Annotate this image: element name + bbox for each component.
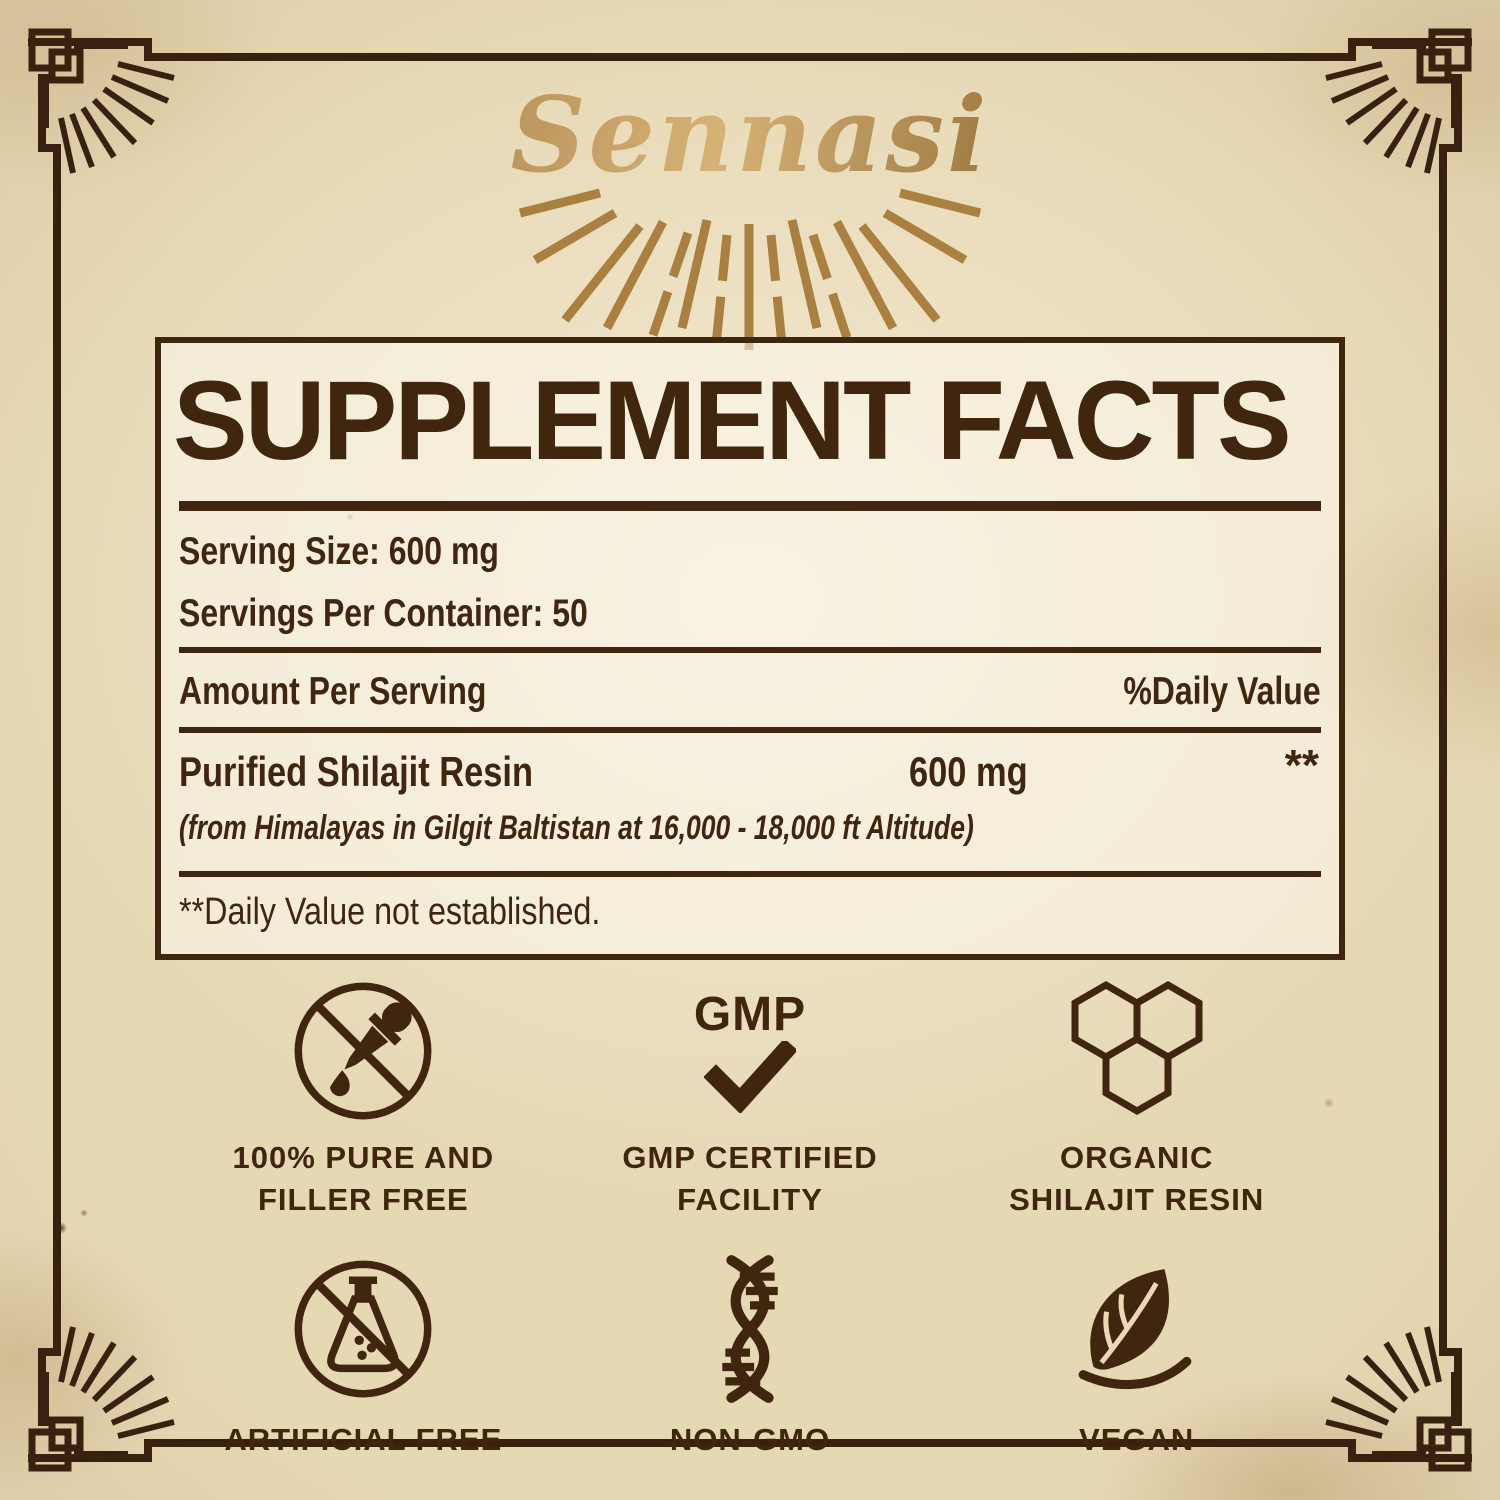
feature-organic-shilajit: ORGANIC SHILAJIT RESIN	[943, 975, 1330, 1221]
serving-size-row: Serving Size: 600 mg	[179, 529, 1321, 575]
divider	[179, 727, 1321, 733]
servings-per-container-text: Servings Per Container: 50	[179, 592, 588, 635]
feature-vegan: VEGAN	[943, 1249, 1330, 1461]
feature-label: NON-GMO	[669, 1422, 831, 1457]
servings-per-container-row: Servings Per Container: 50	[179, 591, 1321, 637]
dna-icon	[698, 1249, 802, 1409]
feature-label: 100% PURE AND FILLER FREE	[232, 1140, 495, 1217]
brand-name: Sennasi	[0, 77, 1500, 192]
ingredient-source-note-row: (from Himalayas in Gilgit Baltistan at 1…	[179, 805, 1321, 851]
ingredient-daily-value: **	[1284, 741, 1319, 790]
sunburst-rays-icon	[518, 188, 982, 350]
ingredient-name: Purified Shilajit Resin	[179, 748, 534, 795]
no-flask-icon	[288, 1249, 438, 1409]
divider	[179, 871, 1321, 877]
column-header-row: Amount Per Serving %Daily Value	[179, 669, 1321, 715]
feature-badges: 100% PURE AND FILLER FREE GMP GMP CERTIF…	[170, 975, 1330, 1461]
panel-title: SUPPLEMENT FACTS	[173, 358, 1292, 483]
footnote-text: **Daily Value not established.	[179, 891, 601, 933]
leaf-icon	[1071, 1249, 1203, 1409]
gmp-check-icon: GMP	[694, 975, 806, 1127]
feature-artificial-free: ARTIFICIAL FREE	[170, 1249, 557, 1461]
footnote-row: **Daily Value not established.	[179, 889, 1321, 935]
feature-non-gmo: NON-GMO	[557, 1249, 944, 1461]
ingredient-row: Purified Shilajit Resin 600 mg **	[179, 741, 1321, 801]
serving-size-text: Serving Size: 600 mg	[179, 530, 499, 573]
gmp-text: GMP	[693, 988, 807, 1041]
feature-label: GMP CERTIFIED FACILITY	[622, 1140, 878, 1217]
daily-value-header: %Daily Value	[1123, 670, 1321, 713]
divider	[179, 647, 1321, 653]
honeycomb-icon	[1062, 975, 1212, 1127]
feature-label: ORGANIC SHILAJIT RESIN	[1009, 1140, 1265, 1217]
feature-gmp-certified: GMP GMP CERTIFIED FACILITY	[557, 975, 944, 1221]
feature-label: VEGAN	[1079, 1422, 1195, 1457]
ingredient-amount: 600 mg	[909, 748, 1028, 795]
supplement-facts-panel: SUPPLEMENT FACTS Serving Size: 600 mg Se…	[155, 337, 1345, 960]
amount-per-serving-header: Amount Per Serving	[179, 670, 487, 713]
feature-pure-filler-free: 100% PURE AND FILLER FREE	[170, 975, 557, 1221]
no-dropper-icon	[288, 975, 438, 1127]
divider-thick	[179, 501, 1321, 511]
feature-label: ARTIFICIAL FREE	[224, 1422, 503, 1457]
ingredient-source-note: (from Himalayas in Gilgit Baltistan at 1…	[179, 809, 974, 847]
